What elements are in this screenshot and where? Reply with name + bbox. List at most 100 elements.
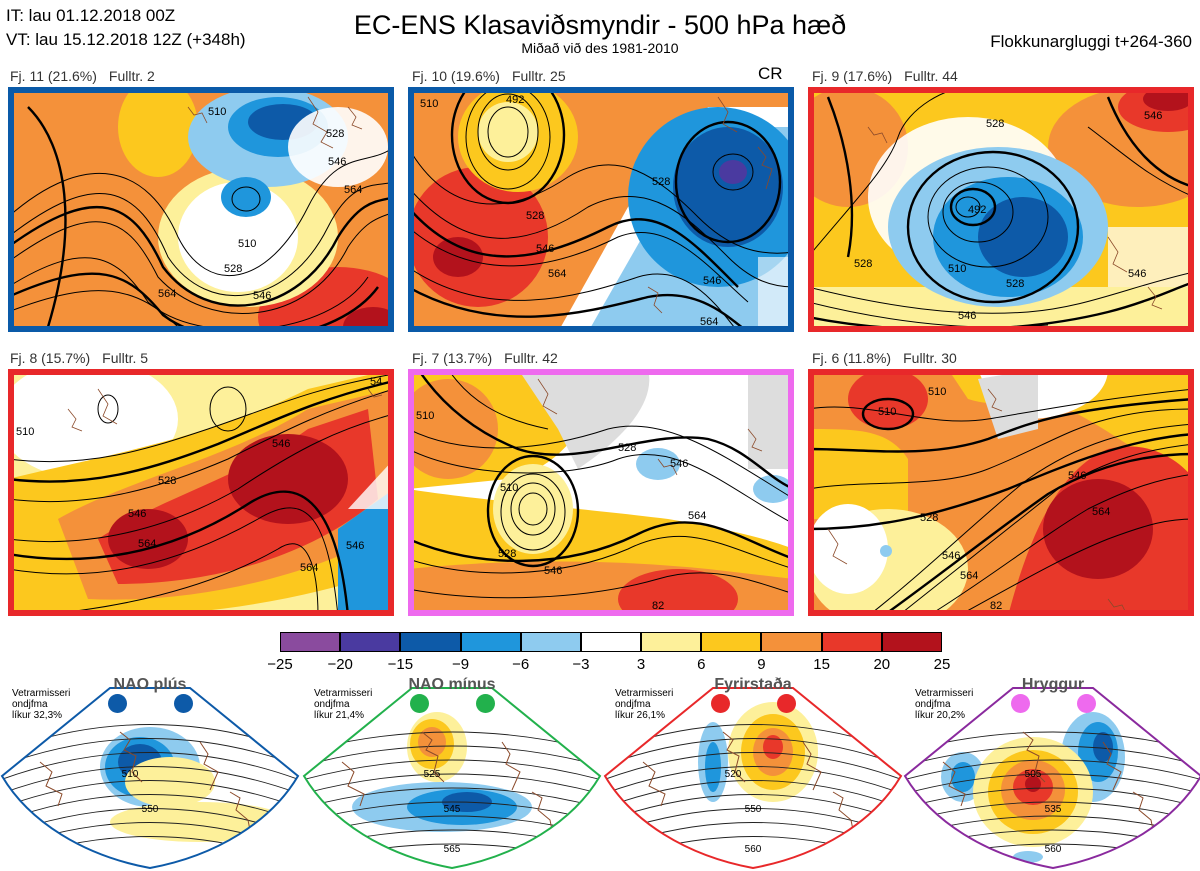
anomaly-blob [125,757,215,807]
contour-label: 528 [986,118,1004,130]
classification-window: Flokkunargluggi t+264-360 [990,32,1192,51]
panel-1-cluster: Fj. 11 (21.6%) [10,68,97,84]
regime-title: NAO mínus [408,676,496,693]
contour-label: 564 [344,184,362,196]
panel-3-cluster: Fj. 9 (17.6%) [812,68,893,84]
colorbar-tick-label: −9 [451,656,470,673]
contour-label: 546 [128,508,146,520]
height-contour [2,738,298,767]
panel-2-extra: CR [758,64,783,83]
panel-3-label: Fj. 9 (17.6%) Fulltr. 44 [812,68,970,84]
contour-label: 546 [670,458,688,470]
panel-1-members: Fulltr. 2 [108,68,155,84]
contour-label: 546 [536,243,554,255]
regime-title: NAO plús [113,676,187,693]
height-contour [304,773,600,795]
page-subtitle: Miðað við des 1981-2010 [521,40,679,56]
cluster-map-4: 528 546 564 546 564 546 54 510 [8,369,394,616]
regime-contour-label: 505 [1025,769,1042,780]
contour-label: 546 [328,156,346,168]
colorbar-swatch [340,632,401,652]
regime-3: 520 550 560 [603,672,903,871]
regime-contour-label: 535 [1045,804,1062,815]
regime-contour-label: 550 [142,804,159,815]
colorbar-tick-label: −20 [327,656,353,673]
colorbar-swatch [460,632,521,652]
colorbar-tick-label: 9 [757,656,766,673]
contour-label: 528 [618,442,636,454]
panel-2-cluster: Fj. 10 (19.6%) [412,68,500,84]
height-contour [2,766,298,795]
colorbar-swatch [280,632,341,652]
height-contour [605,752,901,781]
height-contour [605,738,901,767]
panel-frame-3 [808,87,1194,332]
colorbar-tick-label: −3 [572,656,590,673]
contour-label: 564 [158,288,176,300]
height-contour [605,794,901,823]
contour-label: 546 [253,290,271,302]
regime-contour-label: 550 [745,804,762,815]
regime-marker-dot [1077,694,1096,713]
contour-label: 528 [854,258,872,270]
panel-4-label: Fj. 8 (15.7%) Fulltr. 5 [10,350,160,366]
coastline [942,731,1156,841]
cluster-map-1: 528 546 564 510 528 546 564 510 [8,87,394,332]
contour-label: 510 [16,426,34,438]
regime-marker-dot [410,694,429,713]
regime-contour-label: 525 [424,769,441,780]
regime-note: Vetrarmisseri ondjfma líkur 32,3% [12,688,71,721]
contour-label: 546 [272,438,290,450]
panel-2-label: Fj. 10 (19.6%) Fulltr. 25 [412,68,578,84]
regime-marker-dot [476,694,495,713]
regime-outline [0,687,300,870]
colorbar-swatch [580,632,642,652]
panel-2-members: Fulltr. 25 [511,68,566,84]
contour-label: 564 [548,268,566,280]
contour-label: 546 [544,565,562,577]
contour-label: 510 [208,106,226,118]
colorbar-tick-label: 20 [873,656,891,673]
panel-frame-5 [408,369,794,616]
contour-label: 528 [326,128,344,140]
regime-1: 510 550 [0,672,300,871]
height-contour [304,759,600,781]
regime-marker-dot [1011,694,1030,713]
panel-3-members: Fulltr. 44 [904,68,958,84]
panel-frame-6 [808,369,1194,616]
contour-label: 564 [700,316,718,328]
colorbar-tick-label: −15 [387,656,414,673]
regime-marker-dot [711,694,730,713]
regime-map: 510 550 [0,687,300,870]
colorbar-swatch [641,632,702,652]
height-contour [905,801,1200,823]
contour-label: 510 [500,482,518,494]
colorbar-tick-label: 3 [636,656,646,673]
colorbar-swatch [400,632,461,652]
contour-label: 546 [346,540,364,552]
panel-5-members: Fulltr. 42 [504,350,558,366]
coastline [341,731,555,841]
contour-label: 528 [652,176,670,188]
panel-frame-1 [8,87,394,332]
cluster-map-2: 492 528 528 546 564 546 564 510 [408,87,794,332]
panel-4-members: Fulltr. 5 [102,350,149,366]
height-contour [905,773,1200,795]
panel-5-cluster: Fj. 7 (13.7%) [412,350,493,366]
regime-contour-label: 565 [444,844,461,855]
regime-note: Vetrarmisseri ondjfma líkur 20,2% [915,688,974,721]
regime-map: 525 545 565 [302,687,602,870]
contour-label: 528 [920,512,938,524]
regime-title: Fyrirstaða [714,676,792,693]
height-contour [2,752,298,781]
regime-note: Vetrarmisseri ondjfma líkur 26,1% [615,688,674,721]
contour-label: 564 [138,538,156,550]
height-contour [304,745,600,767]
anomaly-blob [705,742,721,792]
colorbar-tick-label: 25 [933,656,951,673]
regime-contour-label: 510 [122,769,139,780]
colorbar-tick-label: 15 [813,656,830,673]
contour-label: 492 [968,204,986,216]
regime-marker-dot [108,694,127,713]
contour-label: 492 [506,94,524,106]
